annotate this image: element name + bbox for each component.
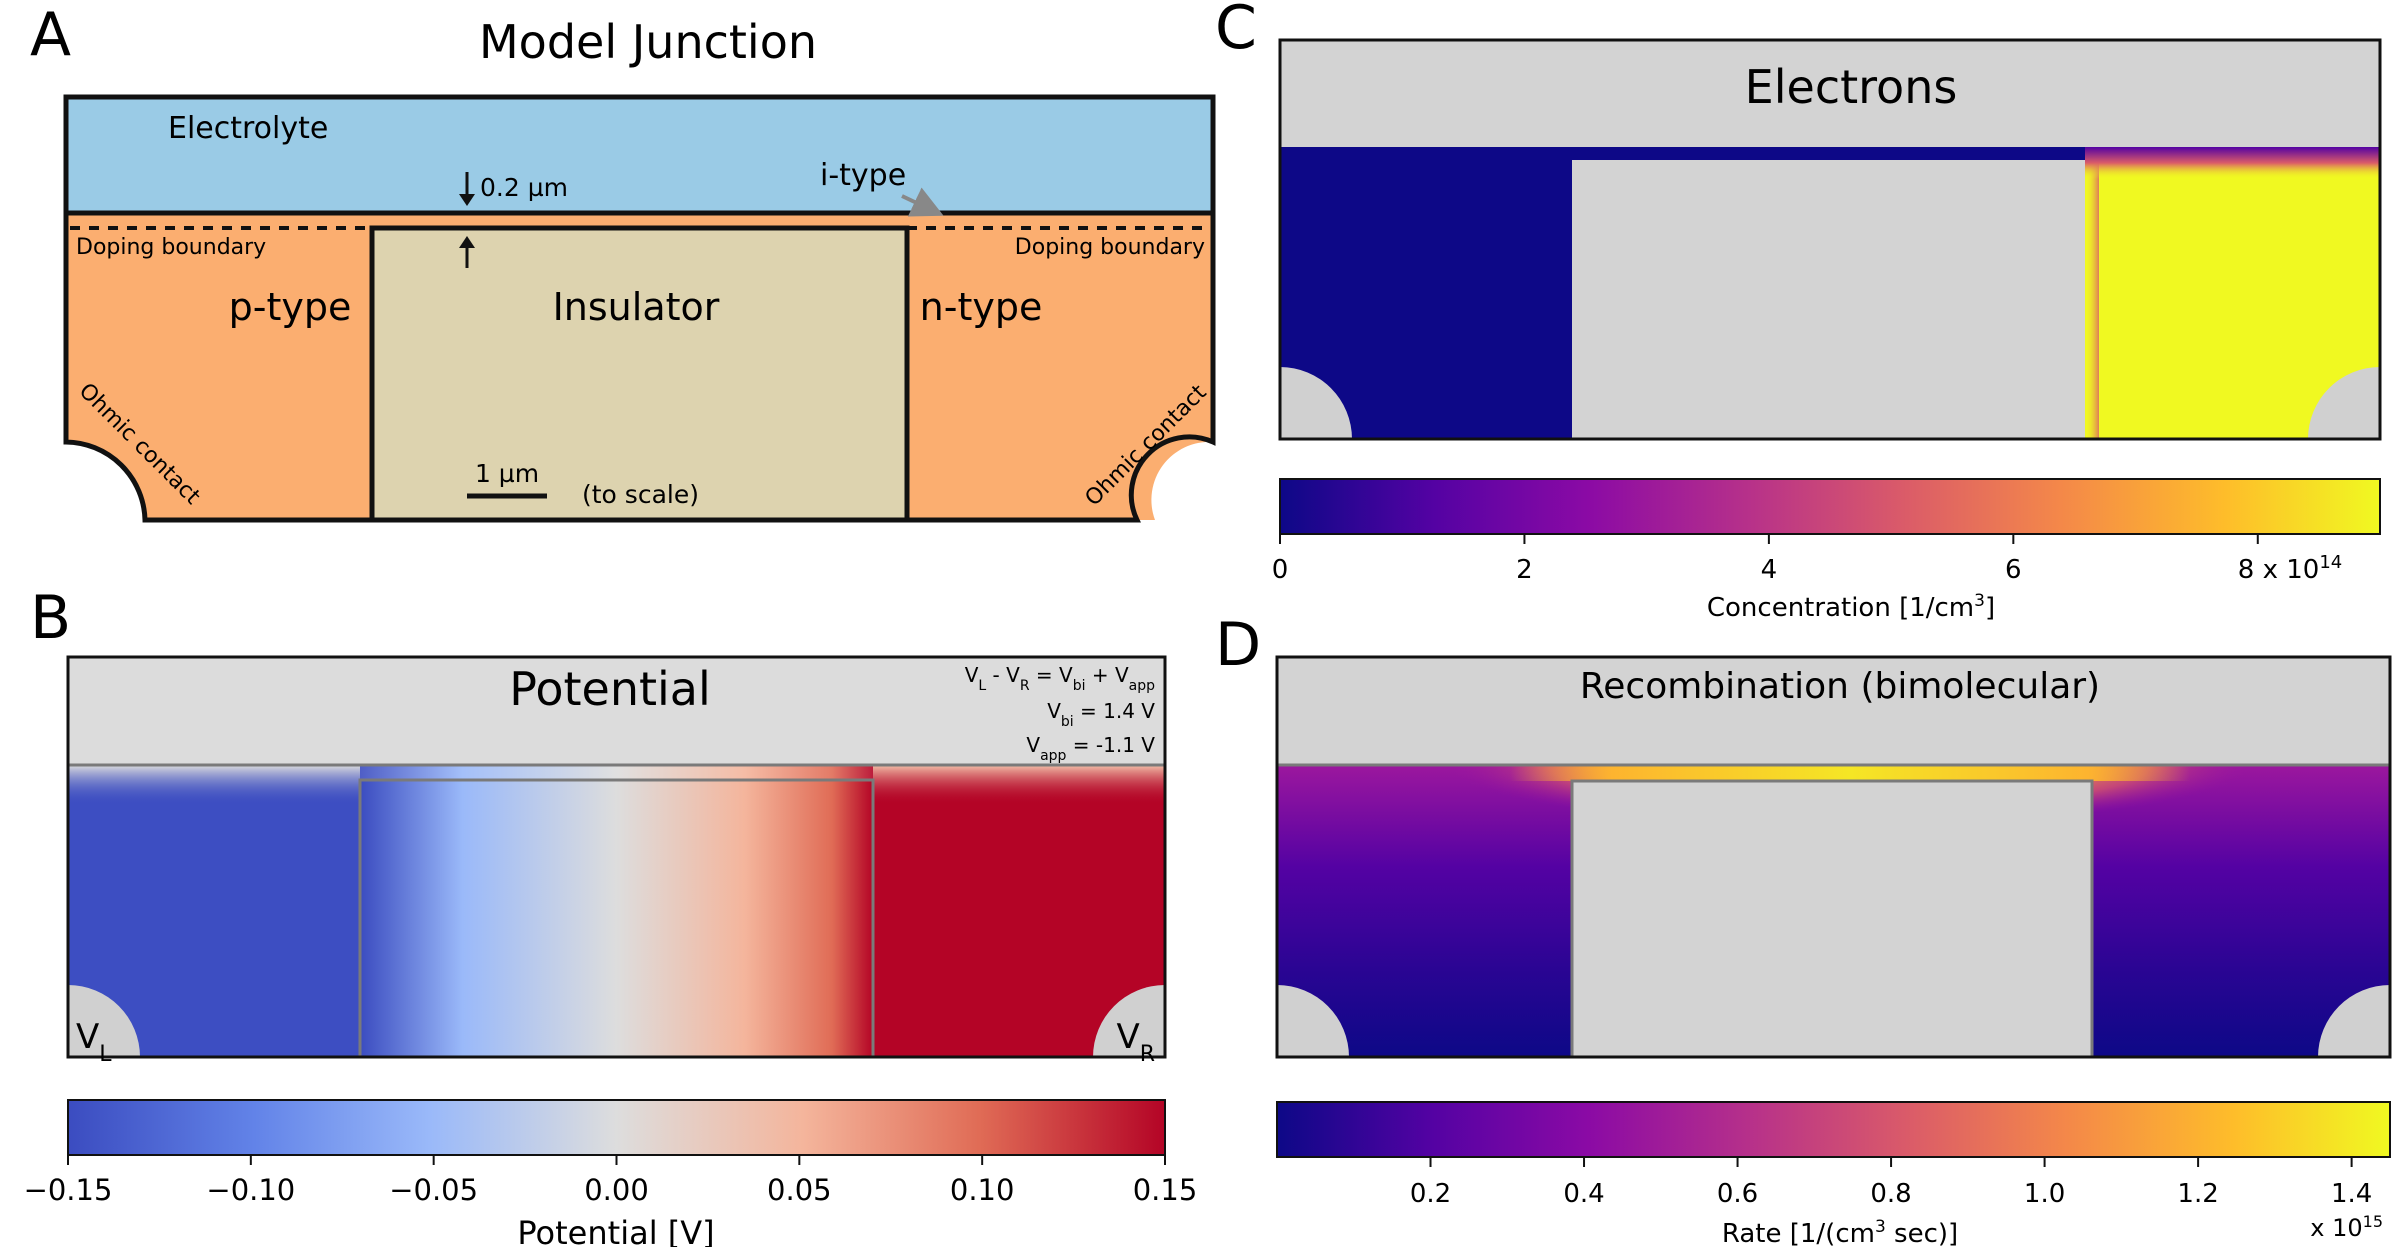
recombination-title: Recombination (bimolecular) <box>1580 666 2100 707</box>
electrons-electrolyte <box>1280 40 2380 147</box>
recombination-tick-label: 1.0 <box>2024 1179 2065 1209</box>
panel-c: C Electrons 0 2 4 6 8 x 10 14 Concentration … <box>1215 0 2382 623</box>
vl-label: VL <box>76 1017 112 1067</box>
thickness-arrow-up-head <box>459 236 475 248</box>
junction-outline <box>63 94 1216 523</box>
recombination-exponent: x 1015 <box>2310 1212 2383 1243</box>
potential-colorbar <box>67 1099 1166 1156</box>
potential-colorbar-label: Potential [V] <box>517 1214 714 1247</box>
electrons-frame <box>1278 38 2382 441</box>
equation-vbi: Vbi = 1.4 V <box>1047 699 1155 730</box>
potential-tick-label: 0.00 <box>584 1173 649 1207</box>
electrons-itype <box>1572 147 2085 160</box>
ntype-label: n-type <box>920 285 1043 329</box>
insulator-region <box>369 225 910 523</box>
recombination-frame <box>1275 655 2392 1059</box>
recombination-tick-label: 1.4 <box>2331 1179 2372 1209</box>
panel-letter-c: C <box>1215 0 1257 63</box>
recombination-left-contact <box>1277 985 1349 1057</box>
electrons-colorbar <box>1279 478 2381 535</box>
recombination-right-contact <box>2318 985 2390 1057</box>
insulator-label: Insulator <box>553 285 720 329</box>
potential-tick-label: −0.05 <box>389 1173 478 1207</box>
recombination-tick-label: 1.2 <box>2177 1179 2218 1209</box>
recombination-colorbar <box>1276 1101 2391 1158</box>
electrons-tick-label: 6 <box>2005 555 2022 585</box>
itype-arrow <box>901 187 944 217</box>
electrons-title: Electrons <box>1745 60 1958 114</box>
ptype-label: p-type <box>229 285 352 329</box>
potential-electrolyte <box>68 657 1165 765</box>
electrons-colorbar-label: Concentration [1/cm3] <box>1707 591 1995 623</box>
recombination-tick-label: 0.2 <box>1410 1179 1451 1209</box>
recombination-tick-label: 0.4 <box>1563 1179 1604 1209</box>
electrons-right-contact <box>2308 367 2380 439</box>
panel-d: D Recombination (bimolecular) 0.2 0.4 0.6 0… <box>1215 610 2392 1247</box>
potential-itype <box>360 765 873 780</box>
electrolyte-label: Electrolyte <box>168 111 328 146</box>
thickness-arrow-down-head <box>459 194 475 206</box>
panel-letter-d: D <box>1215 610 1261 680</box>
to-scale-label: (to scale) <box>582 480 699 509</box>
potential-n-surface <box>873 765 1165 805</box>
potential-colorbar-ticks: −0.15 −0.10 −0.05 0.00 0.05 0.10 0.15 <box>24 1155 1198 1207</box>
panel-letter-b: B <box>30 583 71 653</box>
electrons-tick-label: 0 <box>1272 555 1289 585</box>
thickness-label: 0.2 µm <box>480 173 568 202</box>
electrons-colorbar-ticks: 0 2 4 6 8 x 10 <box>1272 534 2320 585</box>
equation-vapp: Vapp = -1.1 V <box>1026 733 1155 764</box>
electrons-left-contact <box>1280 367 1352 439</box>
panel-a-title: Model Junction <box>479 15 817 69</box>
panel-b: B Potential VL - VR = Vbi + Vapp Vbi = 1… <box>24 583 1198 1247</box>
potential-tick-label: −0.15 <box>24 1173 113 1207</box>
potential-tick-label: −0.10 <box>206 1173 295 1207</box>
potential-title: Potential <box>509 662 711 716</box>
panel-a: A Model Junction Electrolyte 0.2 µm i-ty… <box>30 0 1216 523</box>
doping-boundary-right-label: Doping boundary <box>1015 235 1205 260</box>
recombination-electrolyte <box>1277 657 2390 765</box>
recombination-colorbar-ticks: 0.2 0.4 0.6 0.8 1.0 1.2 1.4 <box>1410 1157 2372 1209</box>
scale-bar-label: 1 µm <box>475 459 539 488</box>
electrons-tick-exponent: 14 <box>2319 552 2342 573</box>
recombination-colorbar-label: Rate [1/(cm3 sec)] <box>1722 1217 1958 1247</box>
electrons-n-edge <box>2085 160 2099 439</box>
panel-letter-a: A <box>30 0 71 70</box>
recombination-insulator <box>1570 779 2094 1059</box>
potential-insulator <box>360 780 873 1057</box>
potential-right-contact <box>1093 985 1165 1057</box>
potential-tick-label: 0.15 <box>1133 1173 1198 1207</box>
equation-vl-vr: VL - VR = Vbi + Vapp <box>965 663 1155 694</box>
electrons-tick-label: 2 <box>1516 555 1533 585</box>
potential-frame <box>66 655 1167 1059</box>
electrons-tick-label: 4 <box>1761 555 1778 585</box>
recombination-tick-label: 0.6 <box>1717 1179 1758 1209</box>
potential-tick-label: 0.05 <box>767 1173 832 1207</box>
recombination-tick-label: 0.8 <box>1870 1179 1911 1209</box>
recombination-itype <box>1510 765 2190 781</box>
itype-label: i-type <box>820 158 906 193</box>
electrons-insulator <box>1572 160 2085 439</box>
potential-p-surface <box>68 765 360 805</box>
electrolyte-region <box>66 97 1213 213</box>
potential-tick-label: 0.10 <box>950 1173 1015 1207</box>
potential-left-contact <box>68 985 140 1057</box>
electrons-n-surface <box>2085 147 2380 179</box>
vr-label: VR <box>1116 1017 1155 1067</box>
doping-boundary-left-label: Doping boundary <box>76 235 266 260</box>
electrons-tick-label: 8 x 10 <box>2238 555 2320 585</box>
